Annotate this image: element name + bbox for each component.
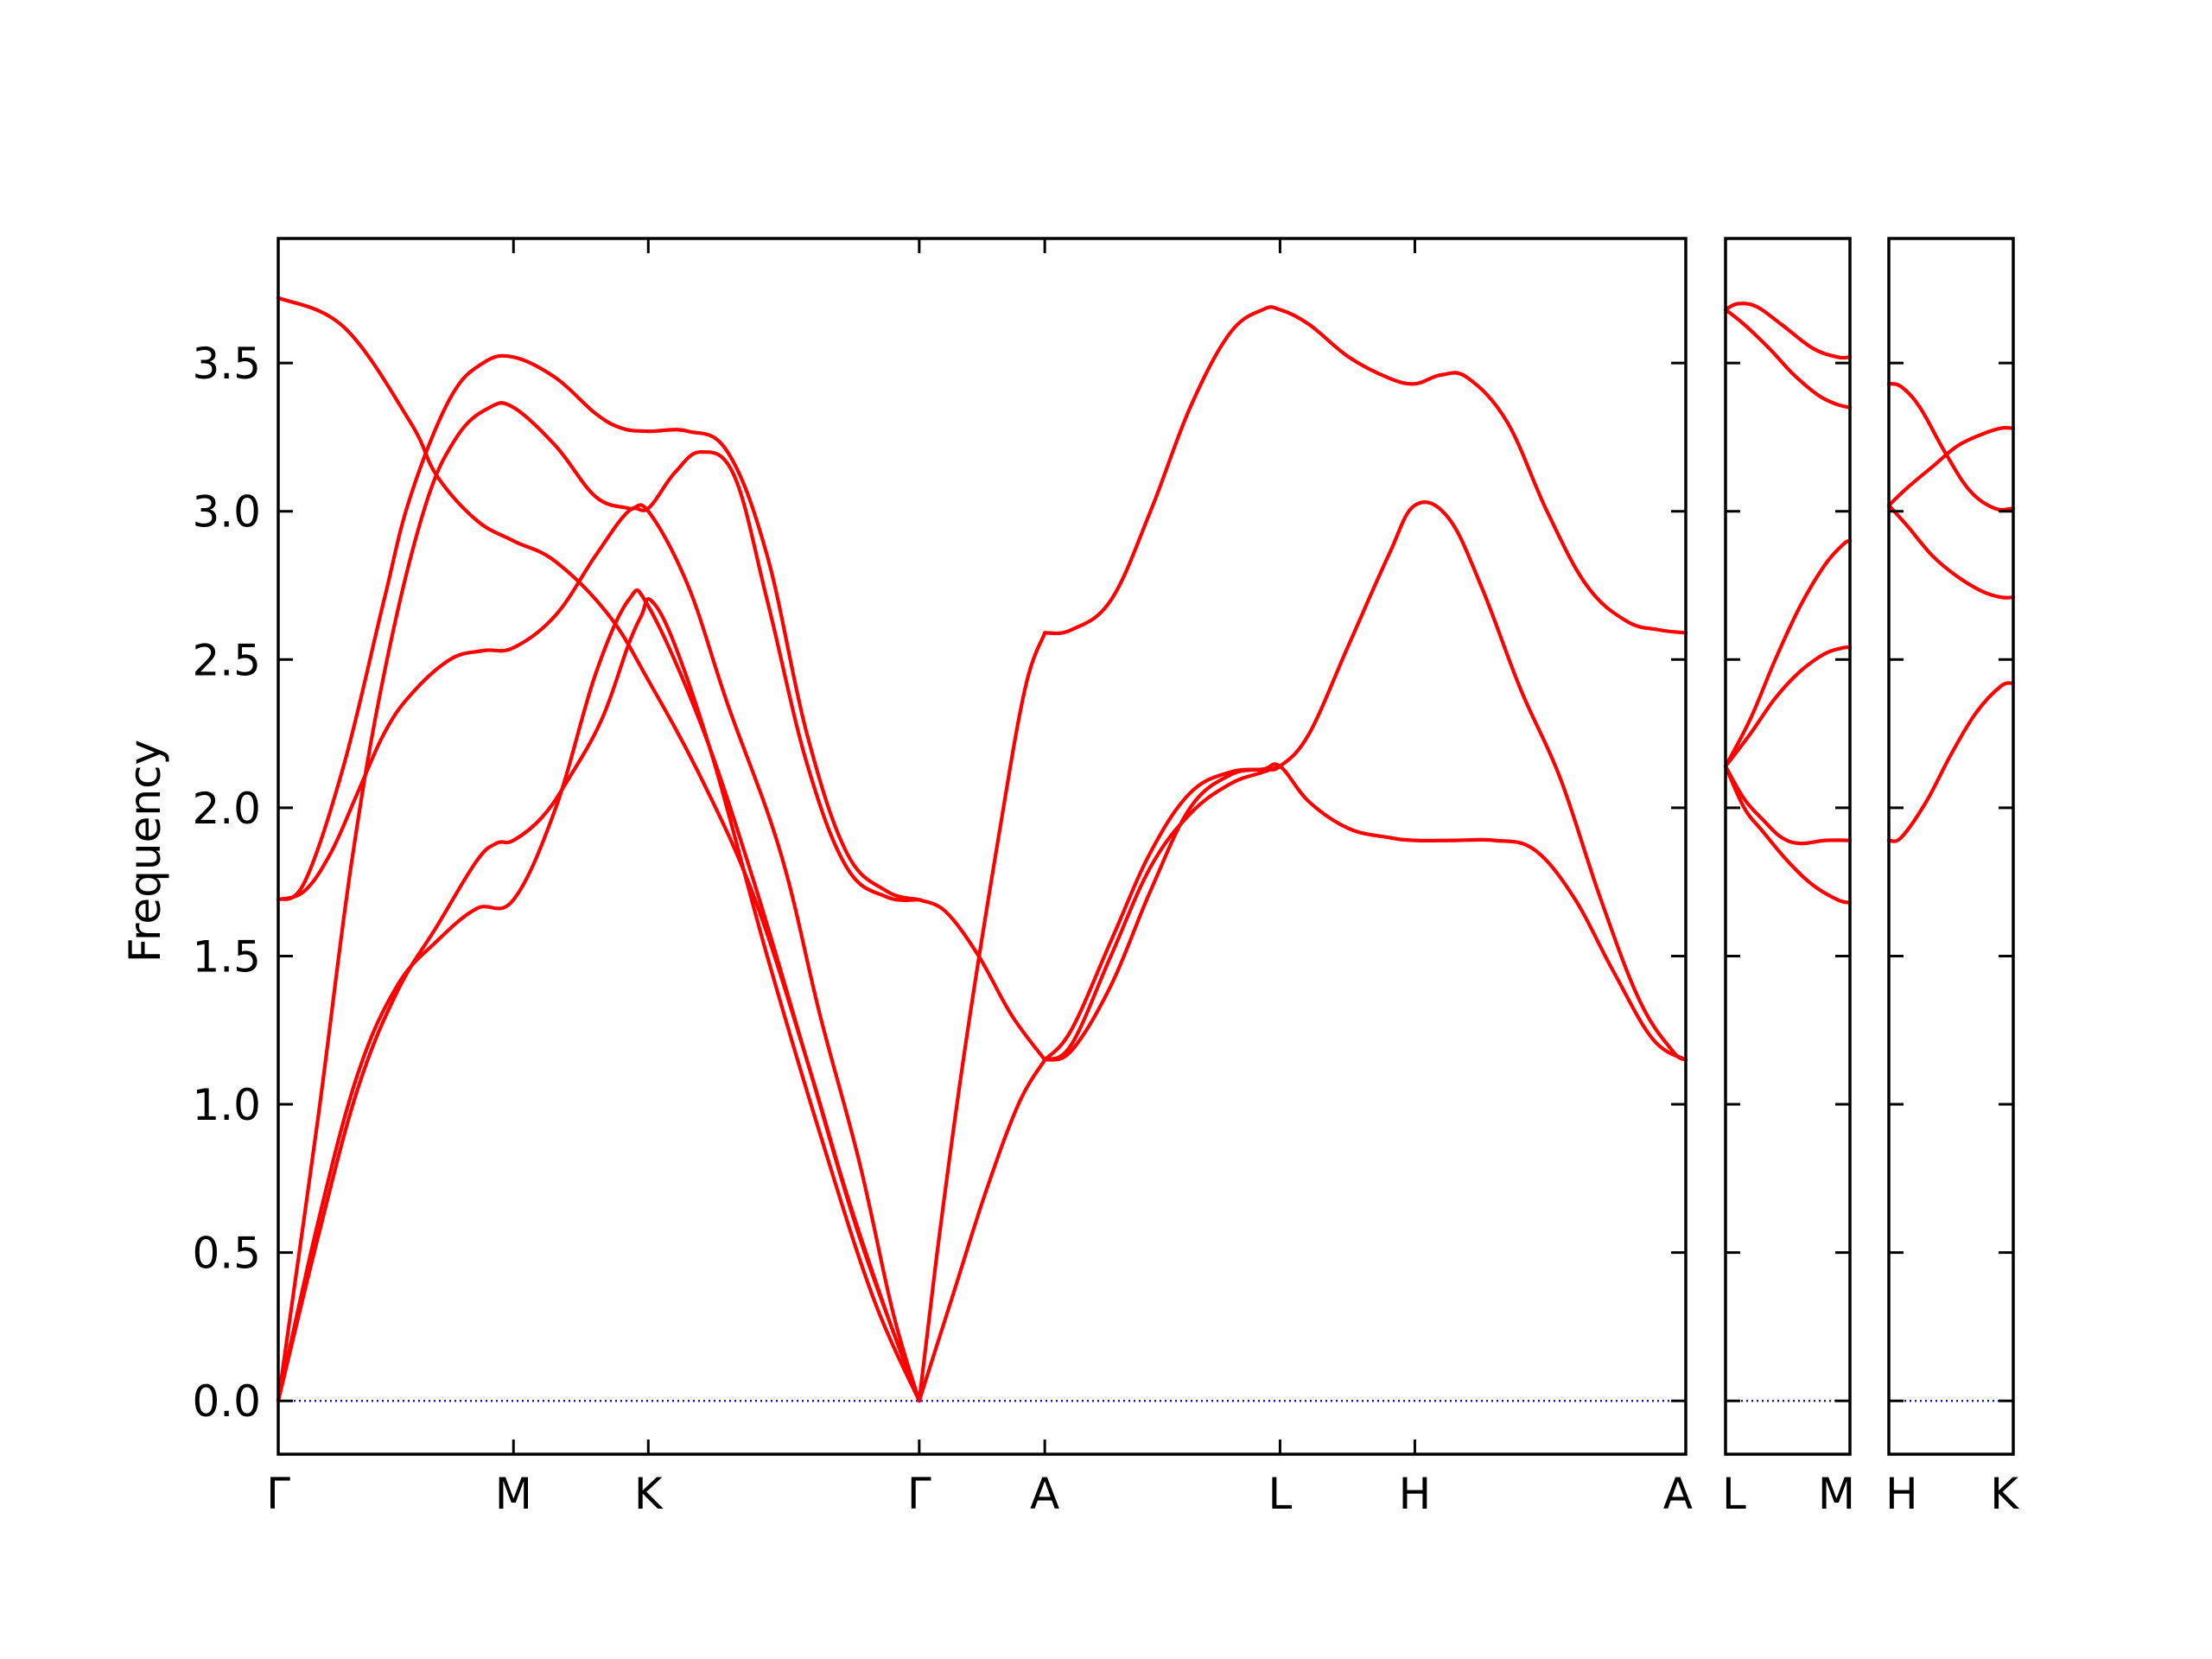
band-line-5 bbox=[1723, 764, 1853, 846]
x-tick-label: L bbox=[1268, 1469, 1292, 1519]
panel-1: 0.0 0.5 1.0 1.5 2.0 2.5 3.0 3.5 Γ M K Γ A L H A bbox=[192, 237, 1693, 1519]
band-line-12 bbox=[1043, 762, 1688, 1062]
band-line-2 bbox=[1886, 425, 2016, 507]
y-axis-label: Frequency bbox=[120, 740, 170, 963]
x-tick-label: K bbox=[1990, 1469, 2019, 1519]
band-line-10 bbox=[1043, 305, 1688, 636]
y-tick-label: 3.0 bbox=[192, 487, 261, 537]
plot-frame bbox=[276, 237, 1688, 1456]
x-tick-label: Γ bbox=[907, 1469, 931, 1519]
band-line-1 bbox=[1723, 302, 1853, 360]
band-line-4 bbox=[1723, 645, 1853, 768]
band-line-5 bbox=[276, 597, 921, 1403]
band-line-13 bbox=[1043, 764, 1282, 1062]
plot-frame bbox=[1724, 237, 1852, 1456]
y-tick-label: 3.5 bbox=[192, 339, 261, 389]
plot-frame bbox=[1887, 237, 2015, 1456]
band-line-3 bbox=[1723, 538, 1853, 768]
x-tick-label: L bbox=[1722, 1469, 1746, 1519]
chart-panels: 0.00.51.01.52.02.53.03.5Γ M K Γ A L H A L M H K bbox=[192, 237, 2019, 1519]
x-tick-label: M bbox=[495, 1469, 532, 1519]
band-line-1 bbox=[276, 296, 921, 1403]
y-tick-label: 1.5 bbox=[192, 931, 261, 982]
band-line-2 bbox=[276, 353, 921, 902]
band-line-4 bbox=[276, 401, 921, 1403]
x-tick-label: M bbox=[1818, 1469, 1855, 1519]
band-line-3 bbox=[276, 450, 921, 902]
band-line-7 bbox=[917, 631, 1047, 1403]
y-tick-label: 0.5 bbox=[192, 1229, 261, 1279]
x-tick-label: K bbox=[634, 1469, 664, 1519]
y-tick-label: 2.0 bbox=[192, 784, 261, 834]
band-line-8 bbox=[917, 1058, 1047, 1403]
y-tick-label: 1.0 bbox=[192, 1080, 261, 1130]
x-tick-label: H bbox=[1399, 1469, 1432, 1519]
band-line-4 bbox=[1886, 681, 2016, 843]
band-line-6 bbox=[276, 588, 921, 1403]
y-tick-label: 0.0 bbox=[192, 1376, 261, 1427]
band-line-11 bbox=[1043, 500, 1688, 1062]
band-line-2 bbox=[1723, 308, 1853, 410]
band-line-3 bbox=[1886, 503, 2016, 600]
x-tick-label: Γ bbox=[266, 1469, 290, 1519]
x-tick-label: A bbox=[1663, 1469, 1693, 1519]
band-line-6 bbox=[1723, 764, 1853, 905]
band-line-9 bbox=[917, 898, 1047, 1062]
band-line-1 bbox=[1886, 382, 2016, 512]
y-tick-label: 2.5 bbox=[192, 635, 261, 685]
x-tick-label: H bbox=[1885, 1469, 1918, 1519]
x-tick-label: A bbox=[1030, 1469, 1059, 1519]
